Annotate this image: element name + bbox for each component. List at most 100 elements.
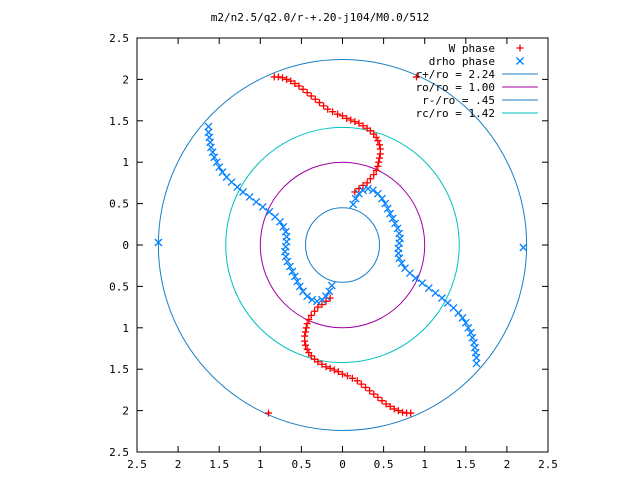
drho-phase-point <box>204 122 213 131</box>
x-tick-label: 0 <box>339 458 346 471</box>
legend-label: rc/ro = 1.42 <box>416 107 495 120</box>
drho-phase-point <box>391 219 400 228</box>
w-phase-point <box>299 85 307 93</box>
y-tick-label: 2.5 <box>109 446 129 459</box>
drho-phase-point <box>322 292 331 301</box>
w-phase-point <box>382 400 390 408</box>
w-phase-point <box>318 360 326 368</box>
y-tick-label: 0 <box>122 239 129 252</box>
w-phase-point <box>283 75 291 83</box>
w-phase-point <box>305 316 313 324</box>
y-tick-label: 2.5 <box>109 32 129 45</box>
drho-phase-point <box>207 143 215 152</box>
drho-phase-point <box>418 279 427 288</box>
w-phase-point <box>394 407 402 415</box>
drho-phase-point <box>519 243 528 252</box>
drho-phase-point <box>208 148 217 157</box>
drho-phase-point <box>438 294 446 302</box>
y-tick-label: 1.5 <box>109 115 129 128</box>
drho-phase-point <box>288 267 297 276</box>
drho-phase-point <box>395 229 404 238</box>
w-phase-point <box>374 162 382 170</box>
legend-label: ro/ro = 1.00 <box>416 81 495 94</box>
w-phase-point <box>311 307 319 315</box>
w-phase-point <box>339 370 346 378</box>
y-tick-label: 1 <box>122 156 129 169</box>
data-marks <box>154 73 528 417</box>
w-phase-point <box>347 116 355 124</box>
drho-phase-point <box>393 224 402 233</box>
w-phase-point <box>357 380 365 388</box>
drho-phase-point <box>215 163 224 172</box>
w-phase-point <box>376 150 384 158</box>
w-phase-point <box>314 303 322 311</box>
drho-phase-point <box>295 282 304 291</box>
w-phase-point <box>370 171 378 179</box>
drho-phase-point <box>472 359 481 368</box>
w-phase-point <box>301 332 309 340</box>
w-phase-point <box>348 374 356 382</box>
y-tick-label: 0.5 <box>109 280 129 293</box>
w-phase-point <box>315 99 323 107</box>
drho-phase-point <box>349 200 358 209</box>
drho-phase-point <box>279 222 288 231</box>
drho-phase-point <box>252 197 261 206</box>
w-phase-point <box>303 89 311 97</box>
w-phase-point <box>374 137 382 145</box>
drho-phase-point <box>368 186 377 195</box>
w-phase-point <box>307 92 315 100</box>
w-phase-point <box>339 112 346 120</box>
w-phase-point <box>366 175 374 183</box>
w-phase-point <box>303 320 311 328</box>
w-phase-point <box>353 377 361 385</box>
x-tick-label: 0.5 <box>291 458 311 471</box>
w-phase-point <box>366 387 374 395</box>
drho-phase-point <box>327 281 336 290</box>
w-phase-point <box>351 118 359 126</box>
w-phase-point <box>287 77 295 85</box>
drho-phase-point <box>468 333 477 342</box>
w-phase-point <box>362 383 370 391</box>
w-phase-point <box>370 390 378 398</box>
w-phase-point <box>320 102 328 110</box>
w-phase-point <box>322 363 330 371</box>
w-phase-point <box>375 154 383 162</box>
w-phase-point <box>343 372 351 380</box>
chart-title: m2/n2.5/q2.0/r-+.20-j104/M0.0/512 <box>211 11 430 24</box>
drho-phase-point <box>293 277 302 286</box>
x-tick-label: 2 <box>504 458 511 471</box>
drho-phase-point <box>245 193 254 201</box>
w-phase-point <box>326 364 334 372</box>
w-phase-point <box>274 73 282 81</box>
w-phase-point <box>302 328 310 336</box>
drho-phase-point <box>283 257 292 266</box>
circle-series-line <box>225 126 460 364</box>
drho-phase-point <box>210 153 219 162</box>
w-phase-point <box>386 402 394 410</box>
w-phase-point <box>295 82 303 90</box>
legend-symbol <box>516 44 524 52</box>
w-phase-point <box>311 95 319 103</box>
x-tick-label: 1 <box>421 458 428 471</box>
w-phase-point <box>307 311 315 319</box>
drho-phase-point <box>325 287 334 296</box>
w-phase-point <box>302 324 310 332</box>
y-tick-label: 1.5 <box>109 363 129 376</box>
drho-phase-point <box>401 264 409 273</box>
drho-phase-point <box>424 284 433 293</box>
drho-phase-point <box>351 194 360 203</box>
drho-phase-point <box>308 295 317 304</box>
drho-phase-point <box>386 209 395 218</box>
w-phase-point <box>334 110 342 118</box>
w-phase-point <box>372 133 380 141</box>
y-tick-label: 2 <box>122 73 129 86</box>
x-tick-label: 1.5 <box>456 458 476 471</box>
drho-phase-point <box>276 217 284 226</box>
drho-phase-point <box>285 262 294 271</box>
w-phase-point <box>366 127 374 135</box>
w-phase-point <box>291 80 299 88</box>
w-phase-point <box>375 141 383 149</box>
drho-phase-point <box>388 214 397 223</box>
w-phase-point <box>372 166 380 174</box>
